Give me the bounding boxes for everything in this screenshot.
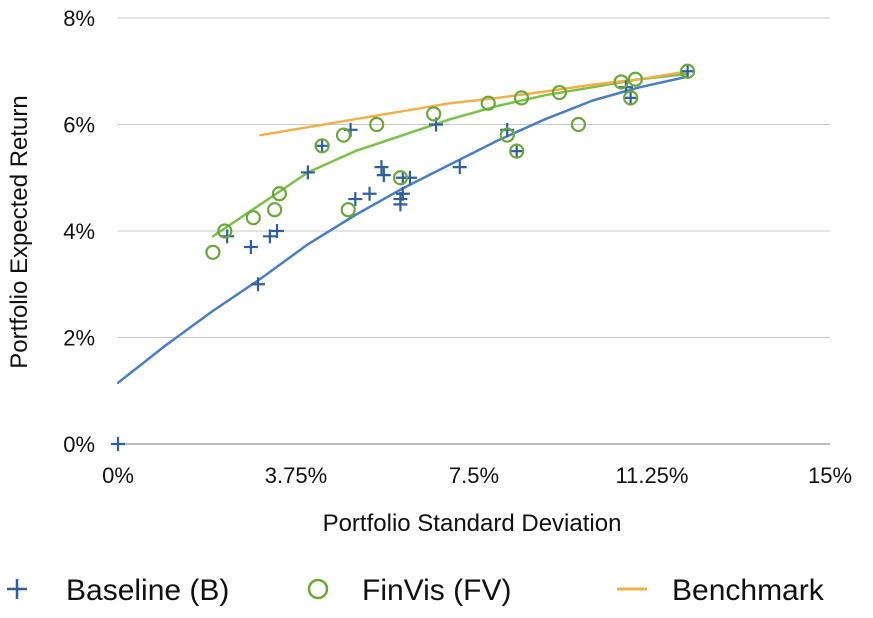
point-baseline	[376, 168, 391, 183]
point-finvis	[426, 106, 442, 122]
point-finvis	[245, 210, 261, 226]
trendlines	[116, 70, 689, 385]
point-finvis	[623, 90, 639, 106]
point-baseline	[251, 277, 266, 292]
point-baseline	[374, 160, 389, 175]
y-tick-label: 2%	[63, 326, 95, 351]
x-tick-label: 11.25%	[616, 463, 689, 488]
legend-label-benchmark: Benchmark	[672, 574, 825, 607]
point-baseline	[243, 239, 258, 254]
legend-item-benchmark: Benchmark	[617, 574, 825, 607]
point-baseline	[680, 64, 695, 79]
y-tick-label: 8%	[63, 6, 95, 31]
legend-label-finvis: FinVis (FV)	[362, 574, 511, 607]
point-finvis	[509, 143, 525, 159]
data-points	[111, 63, 696, 451]
point-finvis	[335, 127, 352, 143]
point-finvis	[627, 71, 643, 87]
point-baseline	[509, 144, 524, 159]
legend-circle-icon	[307, 578, 329, 600]
y-tick-labels: 0% 2% 4% 6% 8%	[63, 6, 95, 457]
trendline-1	[211, 72, 689, 238]
point-baseline	[262, 229, 277, 244]
x-tick-label: 0%	[102, 463, 134, 488]
point-baseline	[315, 138, 330, 153]
point-finvis	[613, 74, 629, 90]
trendline-0	[116, 75, 689, 385]
point-finvis	[551, 84, 568, 101]
point-finvis	[499, 127, 515, 143]
gridlines	[118, 17, 830, 445]
x-tick-labels: 0% 3.75% 7.5% 11.25% 15%	[102, 463, 852, 488]
x-tick-label: 7.5%	[449, 463, 499, 488]
y-tick-label: 0%	[63, 432, 95, 457]
point-baseline	[111, 437, 125, 451]
point-finvis	[392, 170, 409, 186]
legend-item-baseline: Baseline (B)	[7, 574, 229, 607]
point-finvis	[271, 186, 287, 202]
legend-plus-icon	[7, 579, 27, 599]
point-baseline	[402, 170, 417, 185]
y-tick-label: 6%	[63, 113, 95, 138]
point-finvis	[369, 116, 385, 133]
point-finvis	[217, 223, 233, 239]
point-finvis	[679, 63, 696, 79]
x-tick-label: 15%	[808, 463, 852, 488]
point-baseline	[348, 192, 363, 207]
point-baseline	[452, 160, 467, 175]
point-finvis	[480, 95, 496, 111]
legend: Baseline (B) FinVis (FV) Benchmark	[7, 574, 825, 607]
point-finvis	[314, 138, 330, 154]
point-finvis	[570, 116, 587, 133]
legend-item-finvis: FinVis (FV)	[307, 574, 511, 607]
point-baseline	[270, 224, 285, 238]
trendline-2	[259, 70, 689, 137]
point-baseline	[362, 186, 377, 201]
point-finvis	[513, 90, 530, 106]
point-baseline	[395, 186, 410, 201]
point-baseline	[623, 90, 638, 105]
point-finvis	[205, 244, 221, 260]
y-tick-label: 4%	[63, 219, 95, 244]
x-tick-label: 3.75%	[265, 463, 327, 488]
x-axis-title: Portfolio Standard Deviation	[323, 510, 622, 537]
y-axis-title: Portfolio Expected Return	[6, 95, 33, 368]
point-baseline	[300, 165, 315, 180]
point-finvis	[340, 202, 356, 218]
point-finvis	[267, 202, 283, 218]
legend-label-baseline: Baseline (B)	[66, 574, 229, 607]
